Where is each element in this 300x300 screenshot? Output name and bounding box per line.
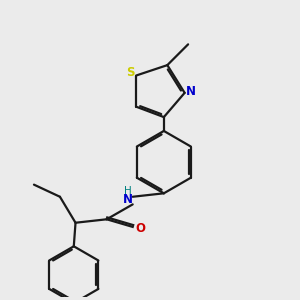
- Text: N: N: [122, 193, 133, 206]
- Text: O: O: [135, 222, 145, 235]
- Text: N: N: [186, 85, 196, 98]
- Text: H: H: [124, 185, 131, 196]
- Text: S: S: [126, 66, 134, 79]
